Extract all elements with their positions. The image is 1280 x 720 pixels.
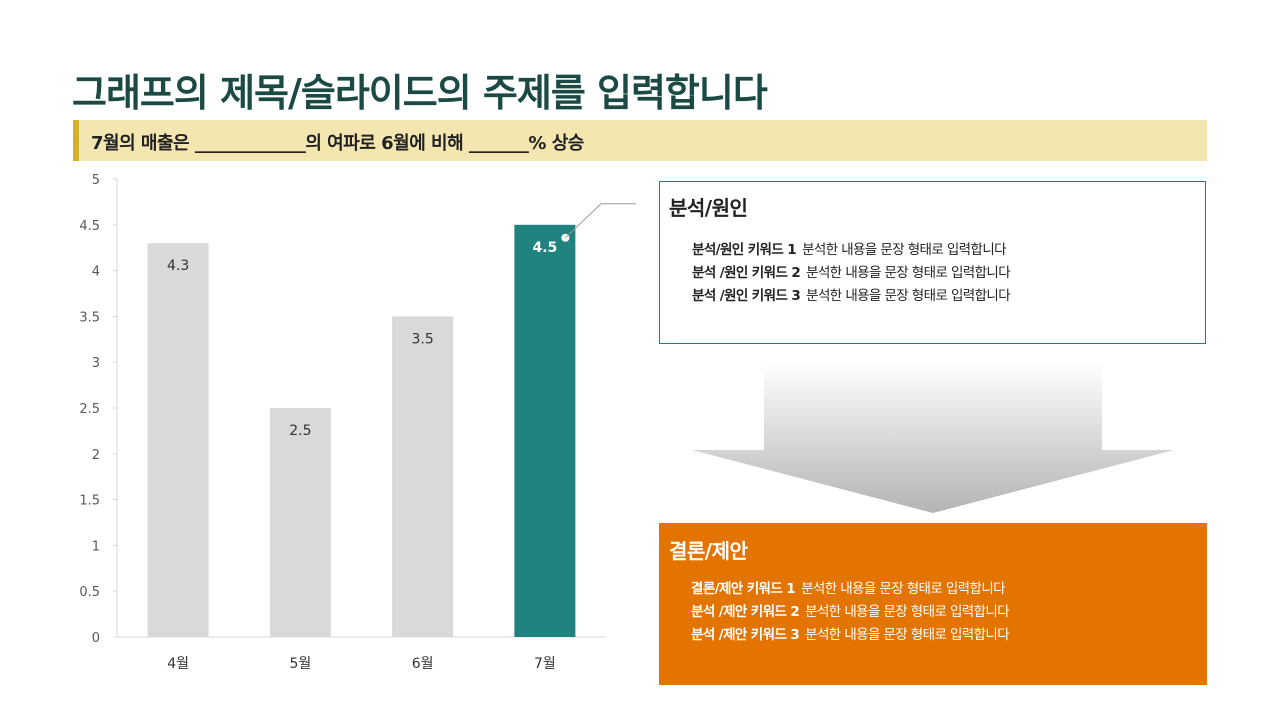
analysis-keyword: 분석 /원인 키워드 3 [692,288,801,304]
conclusion-text: 분석한 내용을 문장 형태로 입력합니다 [805,627,1010,643]
y-tick-label: 0 [92,631,100,646]
x-tick-label: 4월 [167,656,189,672]
conclusion-list: 결론/제안 키워드 1 분석한 내용을 문장 형태로 입력합니다 분석 /제안 키… [691,578,1010,647]
y-tick-label: 1 [92,539,100,554]
analysis-title: 분석/원인 [669,196,748,220]
conclusion-text: 분석한 내용을 문장 형태로 입력합니다 [801,581,1005,597]
bar-7월 [514,224,576,638]
conclusion-keyword: 결론/제안 키워드 1 [691,581,796,597]
conclusion-title: 결론/제안 [669,539,748,563]
analysis-text: 분석한 내용을 문장 형태로 입력합니다 [806,288,1011,304]
data-label: 3.5 [411,331,433,347]
bar-4월 [147,243,209,637]
y-tick-label: 4 [92,265,100,280]
conclusion-keyword: 분석 /제안 키워드 2 [691,604,800,620]
analysis-keyword: 분석 /원인 키워드 2 [692,265,801,281]
analysis-item: 분석 /원인 키워드 3 분석한 내용을 문장 형태로 입력합니다 [692,285,1011,308]
analysis-keyword: 분석/원인 키워드 1 [692,242,797,258]
conclusion-box: 결론/제안 결론/제안 키워드 1 분석한 내용을 문장 형태로 입력합니다 분석… [659,523,1207,685]
data-label: 2.5 [289,423,311,439]
analysis-list: 분석/원인 키워드 1 분석한 내용을 문장 형태로 입력합니다 분석 /원인 키… [692,239,1011,308]
bar-5월 [269,408,331,637]
y-tick-label: 0.5 [79,585,100,600]
analysis-box: 분석/원인 분석/원인 키워드 1 분석한 내용을 문장 형태로 입력합니다 분석… [659,181,1206,344]
page-title: 그래프의 제목/슬라이드의 주제를 입력합니다 [72,71,768,115]
x-tick-label: 7월 [534,656,556,672]
conclusion-text: 분석한 내용을 문장 형태로 입력합니다 [805,604,1010,620]
y-tick-label: 1.5 [79,494,100,509]
y-tick-label: 2 [92,448,100,463]
conclusion-keyword: 분석 /제안 키워드 3 [691,627,800,643]
y-tick-label: 3.5 [79,310,100,325]
data-label: 4.3 [167,258,189,274]
conclusion-item: 분석 /제안 키워드 3 분석한 내용을 문장 형태로 입력합니다 [691,624,1010,647]
y-tick-label: 3 [92,356,100,371]
conclusion-item: 결론/제안 키워드 1 분석한 내용을 문장 형태로 입력합니다 [691,578,1009,601]
y-tick-label: 2.5 [79,402,100,417]
subtitle-accent-bar [73,120,79,161]
y-tick-label: 4.5 [79,219,100,234]
data-label: 4.5 [532,240,557,256]
subtitle-banner: 7월의 매출은 _____________의 여파로 6월에 비해 ______… [73,120,1207,161]
callout-leader-line [565,203,636,239]
down-arrow-icon [692,363,1174,513]
analysis-item: 분석 /원인 키워드 2 분석한 내용을 문장 형태로 입력합니다 [692,262,1011,285]
bar-chart: 0 0.5 1 1.5 2 2.5 3 3.5 4 4.5 5 4.3 4월 2.5 5월 3.5 6월 4.5 7… [79,173,636,672]
bar-6월 [392,316,454,637]
x-tick-label: 5월 [289,656,311,672]
conclusion-item: 분석 /제안 키워드 2 분석한 내용을 문장 형태로 입력합니다 [691,601,1010,624]
x-tick-label: 6월 [412,656,434,672]
y-tick-label: 5 [92,173,100,188]
analysis-text: 분석한 내용을 문장 형태로 입력합니다 [806,265,1011,281]
subtitle-text: 7월의 매출은 _____________의 여파로 6월에 비해 ______… [91,133,584,154]
analysis-text: 분석한 내용을 문장 형태로 입력합니다 [802,242,1006,258]
analysis-item: 분석/원인 키워드 1 분석한 내용을 문장 형태로 입력합니다 [692,239,1010,262]
